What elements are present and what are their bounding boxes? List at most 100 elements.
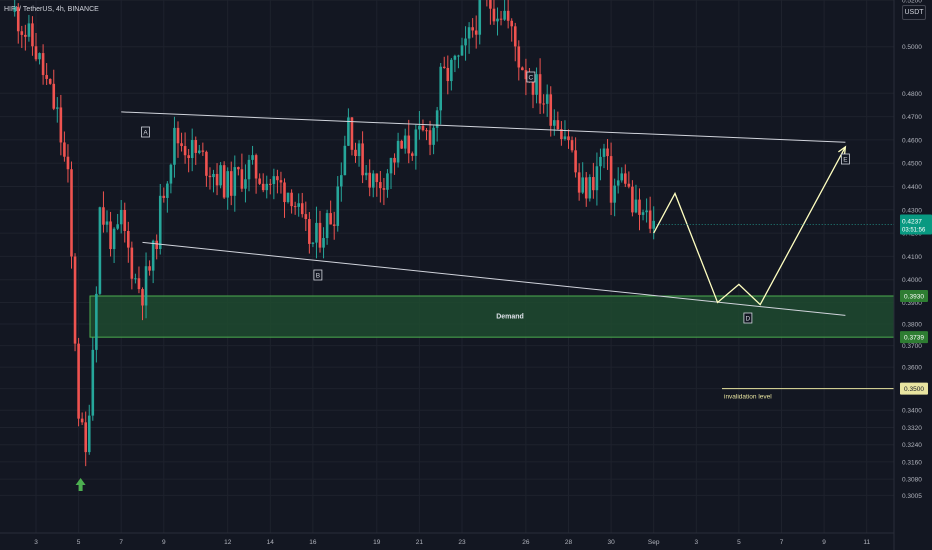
candle-body: [148, 266, 151, 271]
candle-body: [254, 155, 258, 179]
candle-body: [240, 169, 244, 189]
candle-body: [620, 173, 624, 181]
time-tick-label: Sep: [648, 539, 660, 546]
candle-body: [315, 222, 318, 243]
candle-body: [130, 247, 134, 279]
invalidation-label: invalidation level: [724, 394, 772, 401]
projection-path[interactable]: [653, 146, 846, 306]
price-tick-label: 0.3005: [902, 493, 922, 500]
candle-body: [613, 185, 616, 203]
candle-body: [208, 175, 212, 178]
wave-label-box: [526, 71, 536, 83]
candle-body: [606, 148, 609, 157]
candle-body: [560, 129, 563, 140]
candle-body: [641, 212, 645, 215]
candle-body: [336, 186, 340, 226]
candle-body: [162, 195, 166, 198]
candle-body: [350, 117, 354, 150]
candle-body: [538, 74, 542, 104]
upper-trendline[interactable]: [121, 111, 846, 143]
candle-body: [414, 129, 418, 156]
candle-body: [329, 213, 332, 225]
candle-body: [27, 23, 31, 37]
wave-label-d: D: [746, 316, 751, 323]
candle-body: [190, 140, 194, 159]
candle-body: [237, 167, 240, 170]
candle-body: [272, 176, 276, 184]
candle-body: [198, 150, 201, 153]
candle-body: [244, 179, 247, 189]
lower-trendline[interactable]: [142, 241, 846, 316]
candle-body: [577, 172, 581, 193]
candle-body: [261, 183, 265, 191]
candle-body: [464, 38, 467, 46]
candle-body: [66, 156, 70, 170]
candle-body: [553, 120, 556, 126]
candle-body: [155, 240, 158, 250]
candle-body: [364, 172, 368, 176]
candle-body: [340, 175, 343, 187]
candle-body: [308, 219, 311, 244]
candle-body: [400, 140, 403, 149]
candle-body: [70, 169, 73, 257]
candle-body: [570, 140, 574, 151]
time-tick-label: 7: [780, 539, 784, 546]
symbol-title: HIFI / TetherUS, 4h, BINANCE: [4, 6, 99, 13]
candle-body: [379, 182, 382, 189]
candle-body: [59, 107, 63, 143]
candle-body: [503, 10, 506, 20]
candle-body: [411, 153, 414, 156]
price-tick-label: 0.5000: [902, 44, 922, 51]
candle-body: [638, 199, 641, 215]
candle-body: [293, 206, 297, 208]
candle-body: [16, 6, 20, 32]
price-tick-label: 0.3320: [902, 425, 922, 432]
candle-body: [20, 31, 24, 35]
candle-body: [41, 53, 45, 76]
candle-body: [446, 67, 450, 82]
candle-body: [98, 207, 102, 294]
candle-body: [354, 149, 357, 157]
candle-body: [492, 8, 496, 22]
candle-body: [581, 177, 584, 193]
candle-body: [563, 136, 567, 140]
candle-body: [407, 135, 411, 154]
wave-label-box: [743, 312, 753, 324]
candle-body: [233, 167, 237, 196]
time-tick-label: 14: [267, 539, 275, 546]
candle-body: [187, 155, 190, 159]
candle-body: [496, 18, 499, 22]
demand-zone-label: Demand: [496, 314, 524, 321]
candle-body: [389, 157, 393, 174]
candle-body: [471, 27, 474, 31]
candle-body: [499, 18, 503, 20]
candle-body: [258, 178, 261, 184]
price-tick-label: 0.4100: [902, 254, 922, 261]
candle-body: [478, 0, 482, 35]
candle-body: [489, 0, 492, 9]
price-tick-label: 0.4800: [902, 91, 922, 98]
candle-body: [616, 180, 620, 186]
price-tick-label: 0.3240: [902, 442, 922, 449]
price-tick-label: 0.4500: [902, 161, 922, 168]
wave-label-e: E: [843, 157, 848, 164]
demand-zone[interactable]: [89, 295, 895, 338]
candle-body: [176, 127, 180, 144]
candle-body: [13, 6, 16, 12]
candle-body: [396, 140, 400, 163]
candle-body: [361, 143, 364, 176]
bar-countdown-label: 03:51:56: [902, 227, 926, 233]
candle-body: [304, 214, 308, 220]
candle-body: [151, 240, 155, 271]
candle-body: [375, 173, 379, 183]
time-tick-label: 7: [119, 539, 123, 546]
candle-body: [166, 183, 169, 198]
time-tick-label: 9: [822, 539, 826, 546]
projection-arrow-head: [838, 145, 847, 156]
candle-body: [48, 78, 52, 84]
time-tick-label: 28: [565, 539, 573, 546]
price-tick-label: 0.4000: [902, 277, 922, 284]
currency-button[interactable]: USDT: [902, 5, 926, 20]
price-tick-label: 0.3600: [902, 365, 922, 372]
